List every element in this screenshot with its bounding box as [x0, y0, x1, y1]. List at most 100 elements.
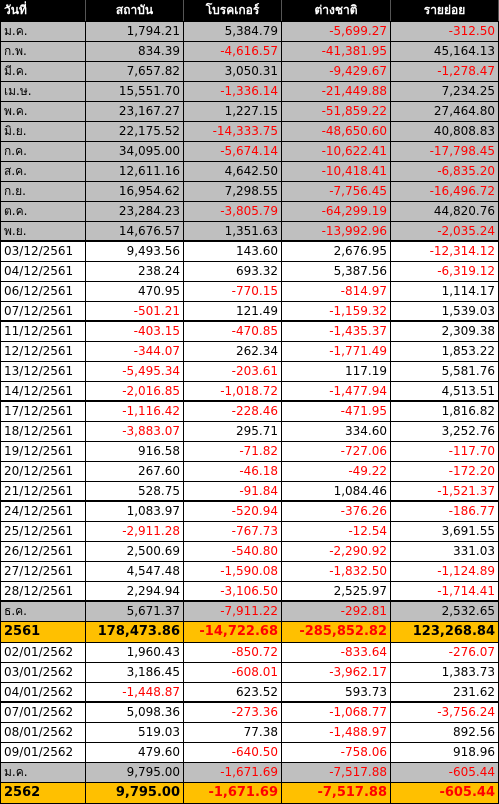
institution-cell: 12,611.16 — [86, 162, 184, 181]
daily-row: 26/12/2561 2,500.69 -540.80 -2,290.92 331.03 — [0, 542, 499, 562]
institution-cell: -2,911.28 — [86, 522, 184, 541]
institution-cell: 479.60 — [86, 743, 184, 762]
foreign-cell: -10,418.41 — [282, 162, 391, 181]
foreign-cell: -292.81 — [282, 602, 391, 621]
broker-cell: -91.84 — [184, 482, 282, 500]
institution-cell: 1,960.43 — [86, 643, 184, 662]
date-cell: 07/01/2562 — [0, 703, 86, 722]
month-row: ม.ค. 1,794.21 5,384.79 -5,699.27 -312.50 — [0, 22, 499, 42]
broker-cell: -470.85 — [184, 322, 282, 341]
foreign-cell: -64,299.19 — [282, 202, 391, 221]
foreign-cell: 334.60 — [282, 422, 391, 441]
retail-cell: -1,278.47 — [391, 62, 499, 81]
daily-row: 13/12/2561 -5,495.34 -203.61 117.19 5,581.76 — [0, 362, 499, 382]
institution-cell: 3,186.45 — [86, 663, 184, 682]
header-date: วันที่ — [0, 0, 86, 21]
month-row: ต.ค. 23,284.23 -3,805.79 -64,299.19 44,820.7… — [0, 202, 499, 222]
date-cell: 20/12/2561 — [0, 462, 86, 481]
institution-cell: 1,083.97 — [86, 502, 184, 521]
date-cell: มิ.ย. — [0, 122, 86, 141]
date-cell: 27/12/2561 — [0, 562, 86, 581]
broker-cell: -767.73 — [184, 522, 282, 541]
daily-row: 17/12/2561 -1,116.42 -228.46 -471.95 1,816.8… — [0, 402, 499, 422]
institution-cell: -344.07 — [86, 342, 184, 361]
date-cell: มี.ค. — [0, 62, 86, 81]
foreign-cell: -471.95 — [282, 402, 391, 421]
foreign-cell: -833.64 — [282, 643, 391, 662]
retail-cell: 27,464.80 — [391, 102, 499, 121]
retail-cell: -2,035.24 — [391, 222, 499, 240]
retail-cell: 2,309.38 — [391, 322, 499, 341]
retail-cell: 231.62 — [391, 683, 499, 701]
retail-cell: -1,521.37 — [391, 482, 499, 500]
broker-cell: 1,227.15 — [184, 102, 282, 121]
retail-cell: -17,798.45 — [391, 142, 499, 161]
date-cell: ส.ค. — [0, 162, 86, 181]
date-cell: ก.ค. — [0, 142, 86, 161]
institution-cell: 22,175.52 — [86, 122, 184, 141]
broker-cell: -14,333.75 — [184, 122, 282, 141]
month-row: มี.ค. 7,657.82 3,050.31 -9,429.67 -1,278.47 — [0, 62, 499, 82]
foreign-cell: -5,699.27 — [282, 22, 391, 41]
retail-cell: 44,820.76 — [391, 202, 499, 221]
daily-row: 11/12/2561 -403.15 -470.85 -1,435.37 2,309.3… — [0, 322, 499, 342]
header-institution: สถาบัน — [86, 0, 184, 21]
institution-cell: 2,500.69 — [86, 542, 184, 561]
broker-cell: -1,671.69 — [184, 763, 282, 782]
institution-cell: 34,095.00 — [86, 142, 184, 161]
date-cell: เม.ษ. — [0, 82, 86, 101]
foreign-cell: 5,387.56 — [282, 262, 391, 281]
broker-cell: 121.49 — [184, 302, 282, 320]
broker-cell: -520.94 — [184, 502, 282, 521]
daily-row: 27/12/2561 4,547.48 -1,590.08 -1,832.50 -1,1… — [0, 562, 499, 582]
institution-cell: 834.39 — [86, 42, 184, 61]
foreign-cell: -48,650.60 — [282, 122, 391, 141]
foreign-cell: -21,449.88 — [282, 82, 391, 101]
daily-row: 25/12/2561 -2,911.28 -767.73 -12.54 3,691.55 — [0, 522, 499, 542]
broker-cell: 7,298.55 — [184, 182, 282, 201]
foreign-cell: -9,429.67 — [282, 62, 391, 81]
institution-cell: 178,473.86 — [86, 622, 184, 642]
daily-row: 06/12/2561 470.95 -770.15 -814.97 1,114.17 — [0, 282, 499, 302]
institution-cell: 9,493.56 — [86, 242, 184, 261]
retail-cell: -276.07 — [391, 643, 499, 662]
broker-cell: -228.46 — [184, 402, 282, 421]
foreign-cell: -758.06 — [282, 743, 391, 762]
institution-cell: 528.75 — [86, 482, 184, 500]
broker-cell: 5,384.79 — [184, 22, 282, 41]
daily-row: 28/12/2561 2,294.94 -3,106.50 2,525.97 -1,71… — [0, 582, 499, 602]
date-cell: 25/12/2561 — [0, 522, 86, 541]
foreign-cell: -41,381.95 — [282, 42, 391, 61]
date-cell: 2562 — [0, 783, 86, 803]
date-cell: ธ.ค. — [0, 602, 86, 621]
broker-cell: -46.18 — [184, 462, 282, 481]
date-cell: 28/12/2561 — [0, 582, 86, 600]
month-row: ก.ย. 16,954.62 7,298.55 -7,756.45 -16,496.72 — [0, 182, 499, 202]
date-cell: 06/12/2561 — [0, 282, 86, 301]
month-row: ก.ค. 34,095.00 -5,674.14 -10,622.41 -17,798.… — [0, 142, 499, 162]
institution-cell: -3,883.07 — [86, 422, 184, 441]
year-row: 2561 178,473.86 -14,722.68 -285,852.82 123,2… — [0, 622, 499, 643]
retail-cell: 892.56 — [391, 723, 499, 742]
date-cell: ม.ค. — [0, 22, 86, 41]
institution-cell: -501.21 — [86, 302, 184, 320]
retail-cell: -312.50 — [391, 22, 499, 41]
date-cell: 09/01/2562 — [0, 743, 86, 762]
date-cell: พ.ย. — [0, 222, 86, 240]
date-cell: 11/12/2561 — [0, 322, 86, 341]
daily-row: 03/01/2562 3,186.45 -608.01 -3,962.17 1,383.… — [0, 663, 499, 683]
foreign-cell: -49.22 — [282, 462, 391, 481]
foreign-cell: -1,068.77 — [282, 703, 391, 722]
date-cell: 12/12/2561 — [0, 342, 86, 361]
daily-row: 04/12/2561 238.24 693.32 5,387.56 -6,319.12 — [0, 262, 499, 282]
month-row: พ.ค. 23,167.27 1,227.15 -51,859.22 27,464.80 — [0, 102, 499, 122]
date-cell: 13/12/2561 — [0, 362, 86, 381]
retail-cell: 1,816.82 — [391, 402, 499, 421]
institution-cell: 470.95 — [86, 282, 184, 301]
daily-row: 07/12/2561 -501.21 121.49 -1,159.32 1,539.03 — [0, 302, 499, 322]
date-cell: พ.ค. — [0, 102, 86, 121]
retail-cell: 918.96 — [391, 743, 499, 762]
broker-cell: 1,351.63 — [184, 222, 282, 240]
table-body: ม.ค. 1,794.21 5,384.79 -5,699.27 -312.50 ก.พ.… — [0, 22, 499, 804]
retail-cell: 123,268.84 — [391, 622, 499, 642]
